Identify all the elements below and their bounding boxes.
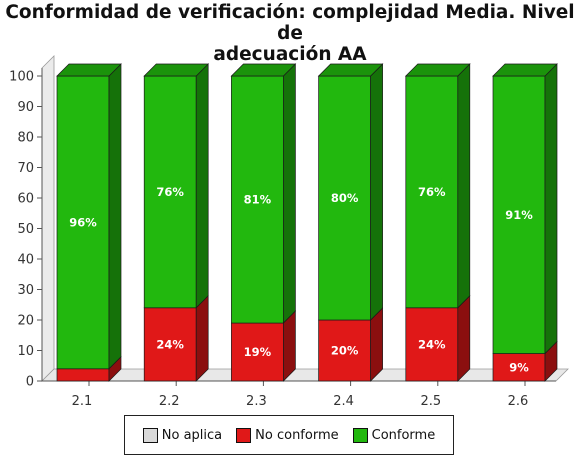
bar-front: [56, 368, 110, 382]
x-tick-label: 2.6: [508, 394, 529, 409]
left-wall: [41, 55, 55, 382]
bar-side: [457, 63, 471, 309]
bar-segment: [492, 340, 558, 382]
bar-value-label: 81%: [244, 193, 272, 207]
y-tick-label: 100: [9, 70, 34, 85]
y-tick-label: 50: [17, 222, 34, 237]
x-tick-label: 2.1: [72, 394, 93, 409]
y-tick-label: 20: [17, 314, 34, 329]
bar-front: [318, 75, 371, 321]
legend: No aplica No conforme Conforme: [124, 415, 454, 455]
bar-value-label: 24%: [156, 337, 184, 351]
legend-label-no-aplica: No aplica: [161, 427, 223, 443]
legend-label-no-conforme: No conforme: [255, 427, 339, 443]
bar-top: [492, 63, 558, 77]
bar-side: [544, 63, 558, 355]
bar-segment: [317, 63, 384, 321]
chart-title-line-2: adecuación AA: [213, 44, 367, 65]
x-tick-label: 2.3: [246, 394, 267, 409]
y-tick-label: 0: [26, 375, 34, 390]
legend-swatch-conforme: [352, 427, 368, 443]
legend-swatch-no-aplica: [142, 427, 158, 443]
y-tick-label: 10: [17, 344, 34, 359]
bar-side: [283, 63, 296, 324]
data-labels: 96% 24% 76% 19% 81% 20% 80% 24% 76% 9% 91%: [69, 185, 533, 374]
legend-item-no-conforme: No conforme: [236, 427, 339, 443]
bar-segment: [230, 63, 297, 324]
bar-front: [492, 353, 546, 382]
bar-top: [56, 63, 122, 77]
bar-side: [195, 63, 209, 309]
bars: [56, 63, 558, 382]
bar-top: [143, 63, 210, 77]
y-tick-label: 30: [17, 283, 34, 298]
x-tick-label: 2.5: [420, 394, 441, 409]
bar-side: [370, 307, 383, 382]
bar-front: [405, 75, 459, 309]
bar-value-label: 9%: [509, 360, 529, 374]
legend-label-conforme: Conforme: [371, 427, 436, 443]
chart-title: Conformidad de verificación: complejidad…: [0, 2, 580, 65]
bar-top: [230, 63, 297, 77]
y-tick-label: 80: [17, 131, 34, 146]
bar-value-label: 19%: [244, 345, 272, 359]
bar-segment: [404, 63, 471, 309]
bar-segment: [143, 63, 210, 309]
bar-segment: [56, 63, 122, 370]
bar-segment: [56, 355, 122, 382]
y-tick-label: 60: [17, 192, 34, 207]
bar-value-label: 80%: [331, 191, 359, 205]
bar-front: [231, 322, 284, 382]
floor: [41, 368, 569, 382]
bar-value-label: 24%: [418, 337, 446, 351]
bar-front: [143, 307, 197, 382]
bar-front: [231, 75, 284, 324]
bar-value-label: 91%: [505, 208, 533, 222]
y-tick-label: 40: [17, 253, 34, 268]
bar-value-label: 96%: [69, 215, 97, 229]
bar-side: [195, 294, 209, 382]
bar-side: [108, 63, 122, 370]
bar-side: [457, 294, 471, 382]
x-tick-label: 2.2: [159, 394, 180, 409]
y-tick-label: 90: [17, 100, 34, 115]
bar-value-label: 20%: [331, 344, 359, 358]
legend-swatch-no-conforme: [236, 427, 252, 443]
bar-segment: [231, 310, 296, 382]
legend-item-conforme: Conforme: [352, 427, 436, 443]
y-tick-label: 70: [17, 161, 34, 176]
bar-value-label: 76%: [156, 185, 184, 199]
bar-segment: [143, 294, 209, 382]
chart-title-line-1: Conformidad de verificación: complejidad…: [5, 2, 575, 44]
bar-value-label: 76%: [418, 185, 446, 199]
bar-side: [370, 63, 383, 321]
bar-top: [317, 63, 384, 77]
legend-item-no-aplica: No aplica: [142, 427, 223, 443]
bar-top: [404, 63, 471, 77]
x-tick-label: 2.4: [333, 394, 354, 409]
bar-segment: [492, 63, 558, 355]
bar-segment: [405, 294, 471, 382]
